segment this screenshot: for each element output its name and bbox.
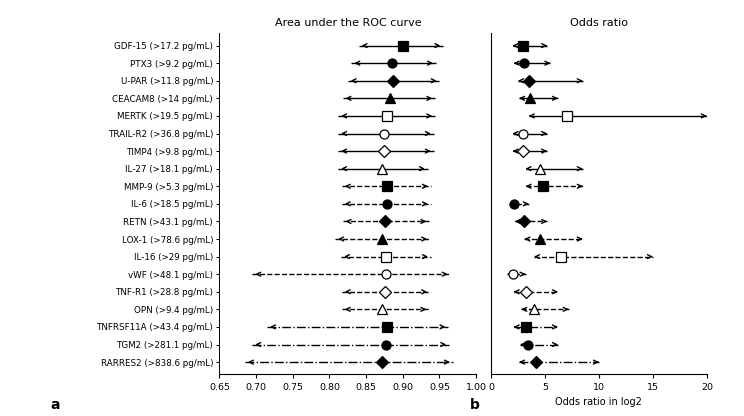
X-axis label: Odds ratio in log2: Odds ratio in log2 bbox=[556, 396, 642, 406]
Text: b: b bbox=[469, 398, 479, 412]
Title: Area under the ROC curve: Area under the ROC curve bbox=[275, 18, 421, 28]
Text: a: a bbox=[50, 398, 60, 412]
Title: Odds ratio: Odds ratio bbox=[570, 18, 628, 28]
